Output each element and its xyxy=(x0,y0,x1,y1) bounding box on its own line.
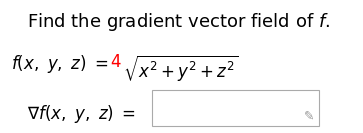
FancyBboxPatch shape xyxy=(152,90,319,126)
Text: Find the gradient vector field of $f$.: Find the gradient vector field of $f$. xyxy=(27,11,330,32)
Text: $\nabla f(x,\ y,\ z)\ =$: $\nabla f(x,\ y,\ z)\ =$ xyxy=(27,103,136,125)
Text: $f(x,\ y,\ z)\ =$: $f(x,\ y,\ z)\ =$ xyxy=(11,53,109,76)
Text: $4$: $4$ xyxy=(110,53,122,71)
Text: $\sqrt{x^2+y^2+z^2}$: $\sqrt{x^2+y^2+z^2}$ xyxy=(123,53,238,84)
Text: ✎: ✎ xyxy=(303,109,314,122)
